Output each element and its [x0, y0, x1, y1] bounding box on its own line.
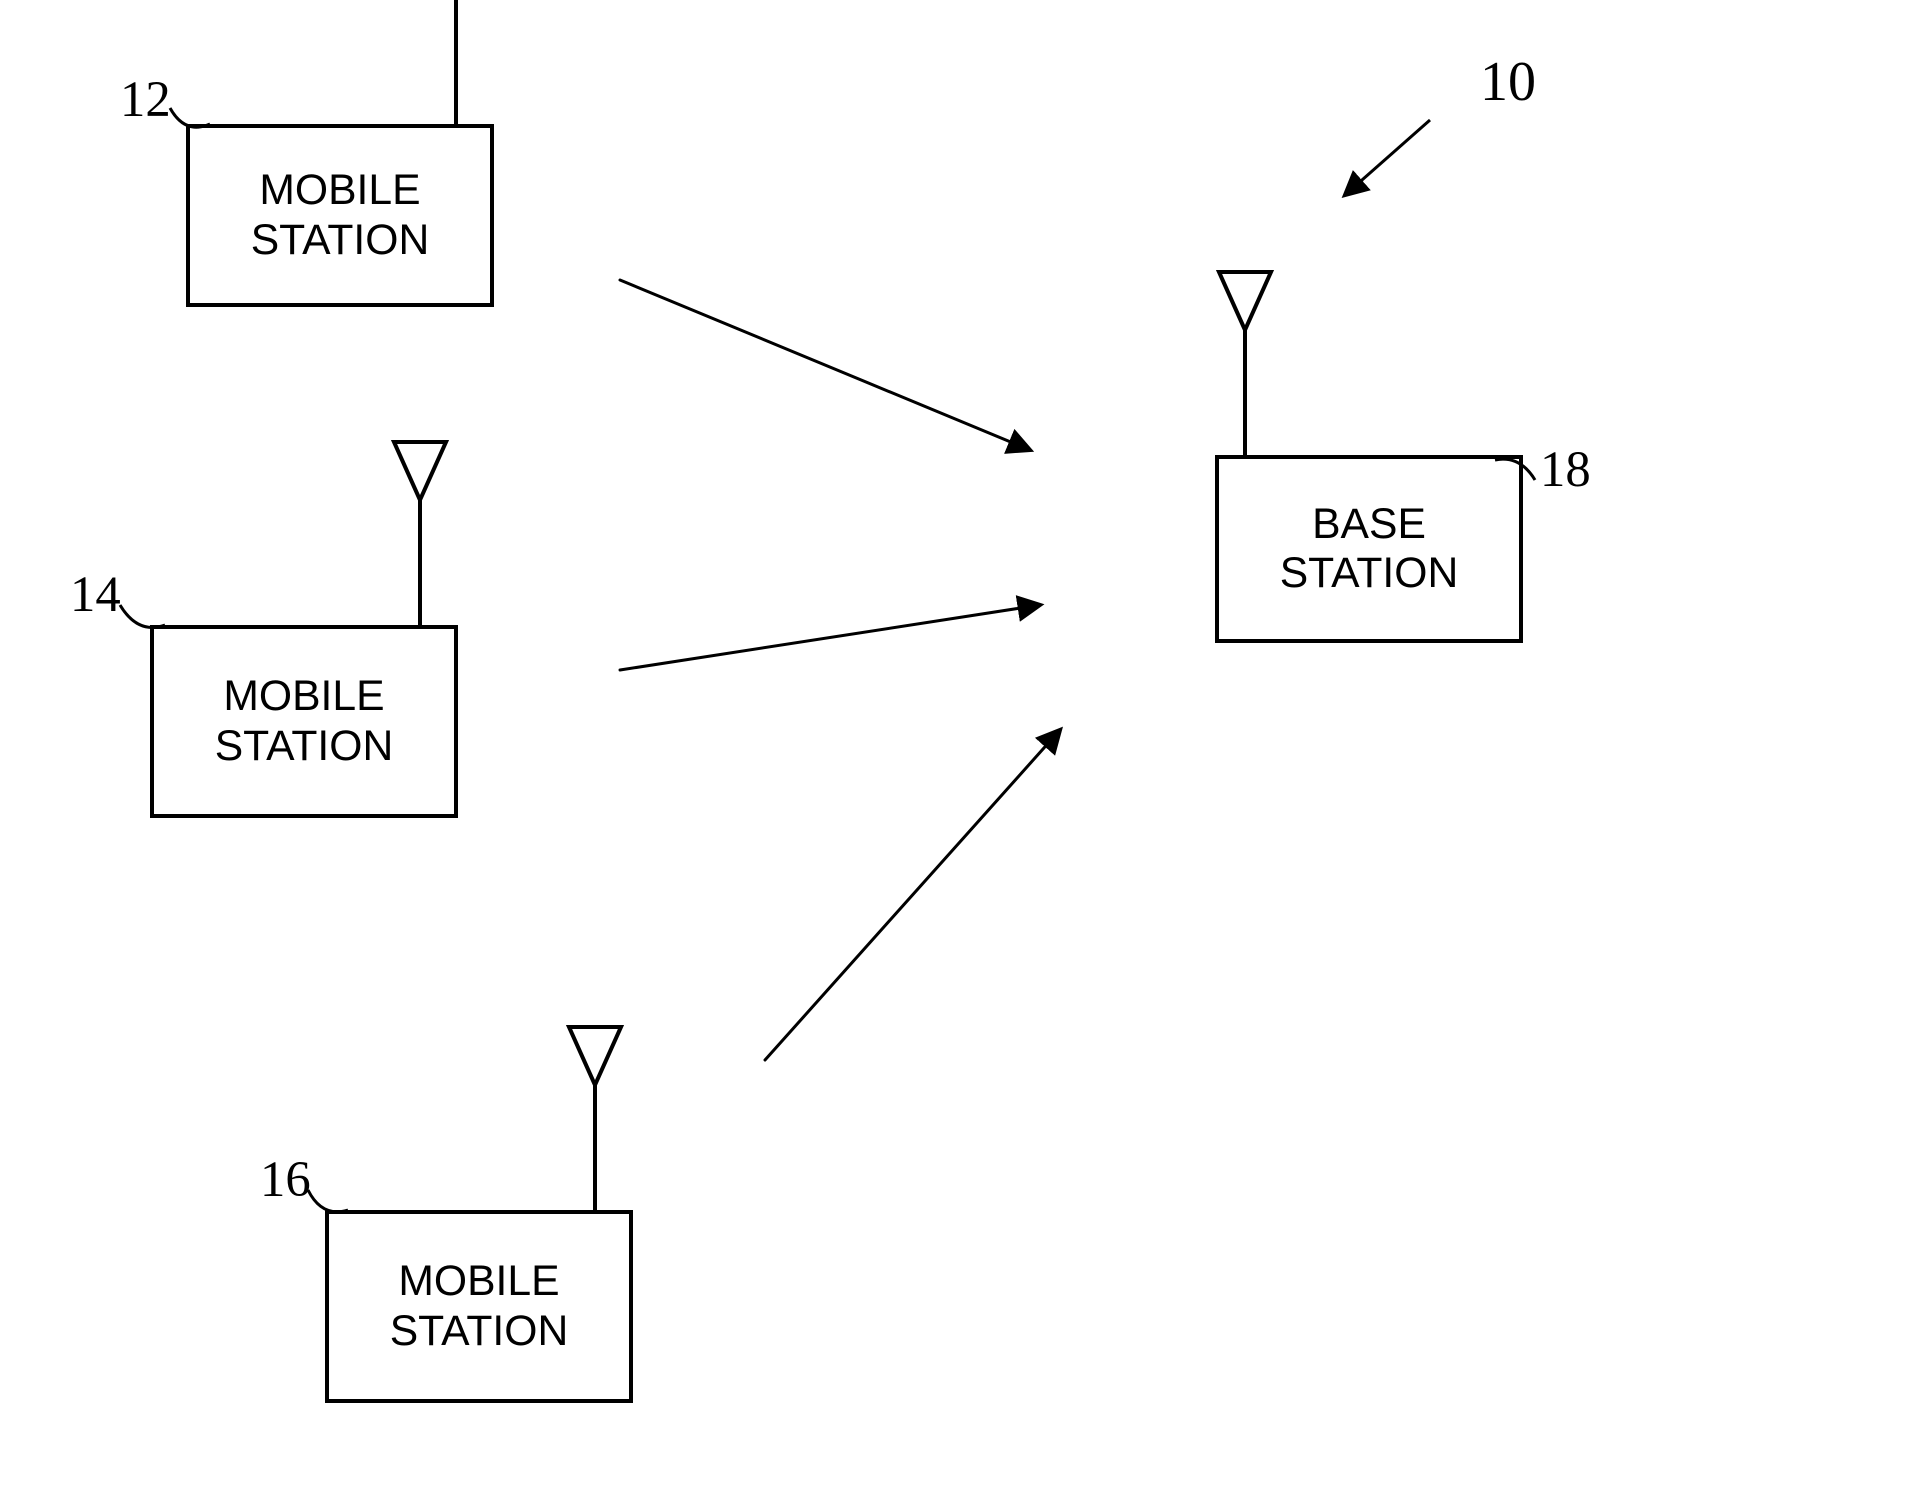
ref-label-14: 14 — [70, 565, 121, 623]
base-station-18-box: BASE STATION — [1215, 455, 1523, 643]
ref-label-12: 12 — [120, 70, 171, 128]
mobile-station-14-label: MOBILE STATION — [215, 672, 394, 770]
ref-label-18: 18 — [1540, 440, 1591, 498]
diagram-stage: { "figure": { "type": "network", "width_… — [0, 0, 1926, 1506]
mobile-station-12-label: MOBILE STATION — [251, 166, 430, 264]
ref-label-10: 10 — [1480, 50, 1536, 114]
ref-label-16: 16 — [260, 1150, 311, 1208]
mobile-station-14-box: MOBILE STATION — [150, 625, 458, 818]
mobile-station-16-box: MOBILE STATION — [325, 1210, 633, 1403]
mobile-station-12-box: MOBILE STATION — [186, 124, 494, 307]
base-station-18-label: BASE STATION — [1280, 500, 1459, 598]
mobile-station-16-label: MOBILE STATION — [390, 1257, 569, 1355]
